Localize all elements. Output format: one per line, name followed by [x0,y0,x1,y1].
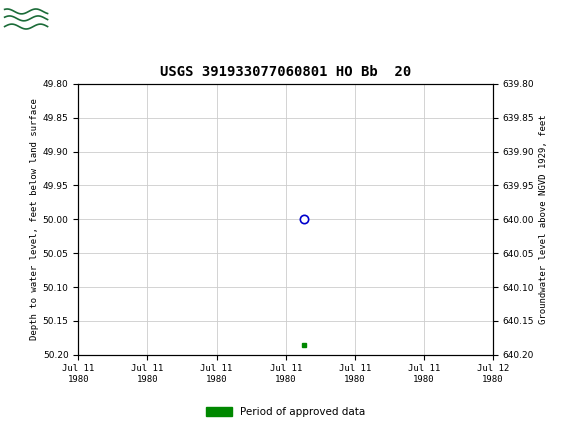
Y-axis label: Depth to water level, feet below land surface: Depth to water level, feet below land su… [30,98,38,340]
FancyBboxPatch shape [0,4,55,37]
Text: USGS: USGS [58,11,118,30]
Y-axis label: Groundwater level above NGVD 1929, feet: Groundwater level above NGVD 1929, feet [538,114,548,324]
Legend: Period of approved data: Period of approved data [202,403,369,421]
Title: USGS 391933077060801 HO Bb  20: USGS 391933077060801 HO Bb 20 [160,64,411,79]
